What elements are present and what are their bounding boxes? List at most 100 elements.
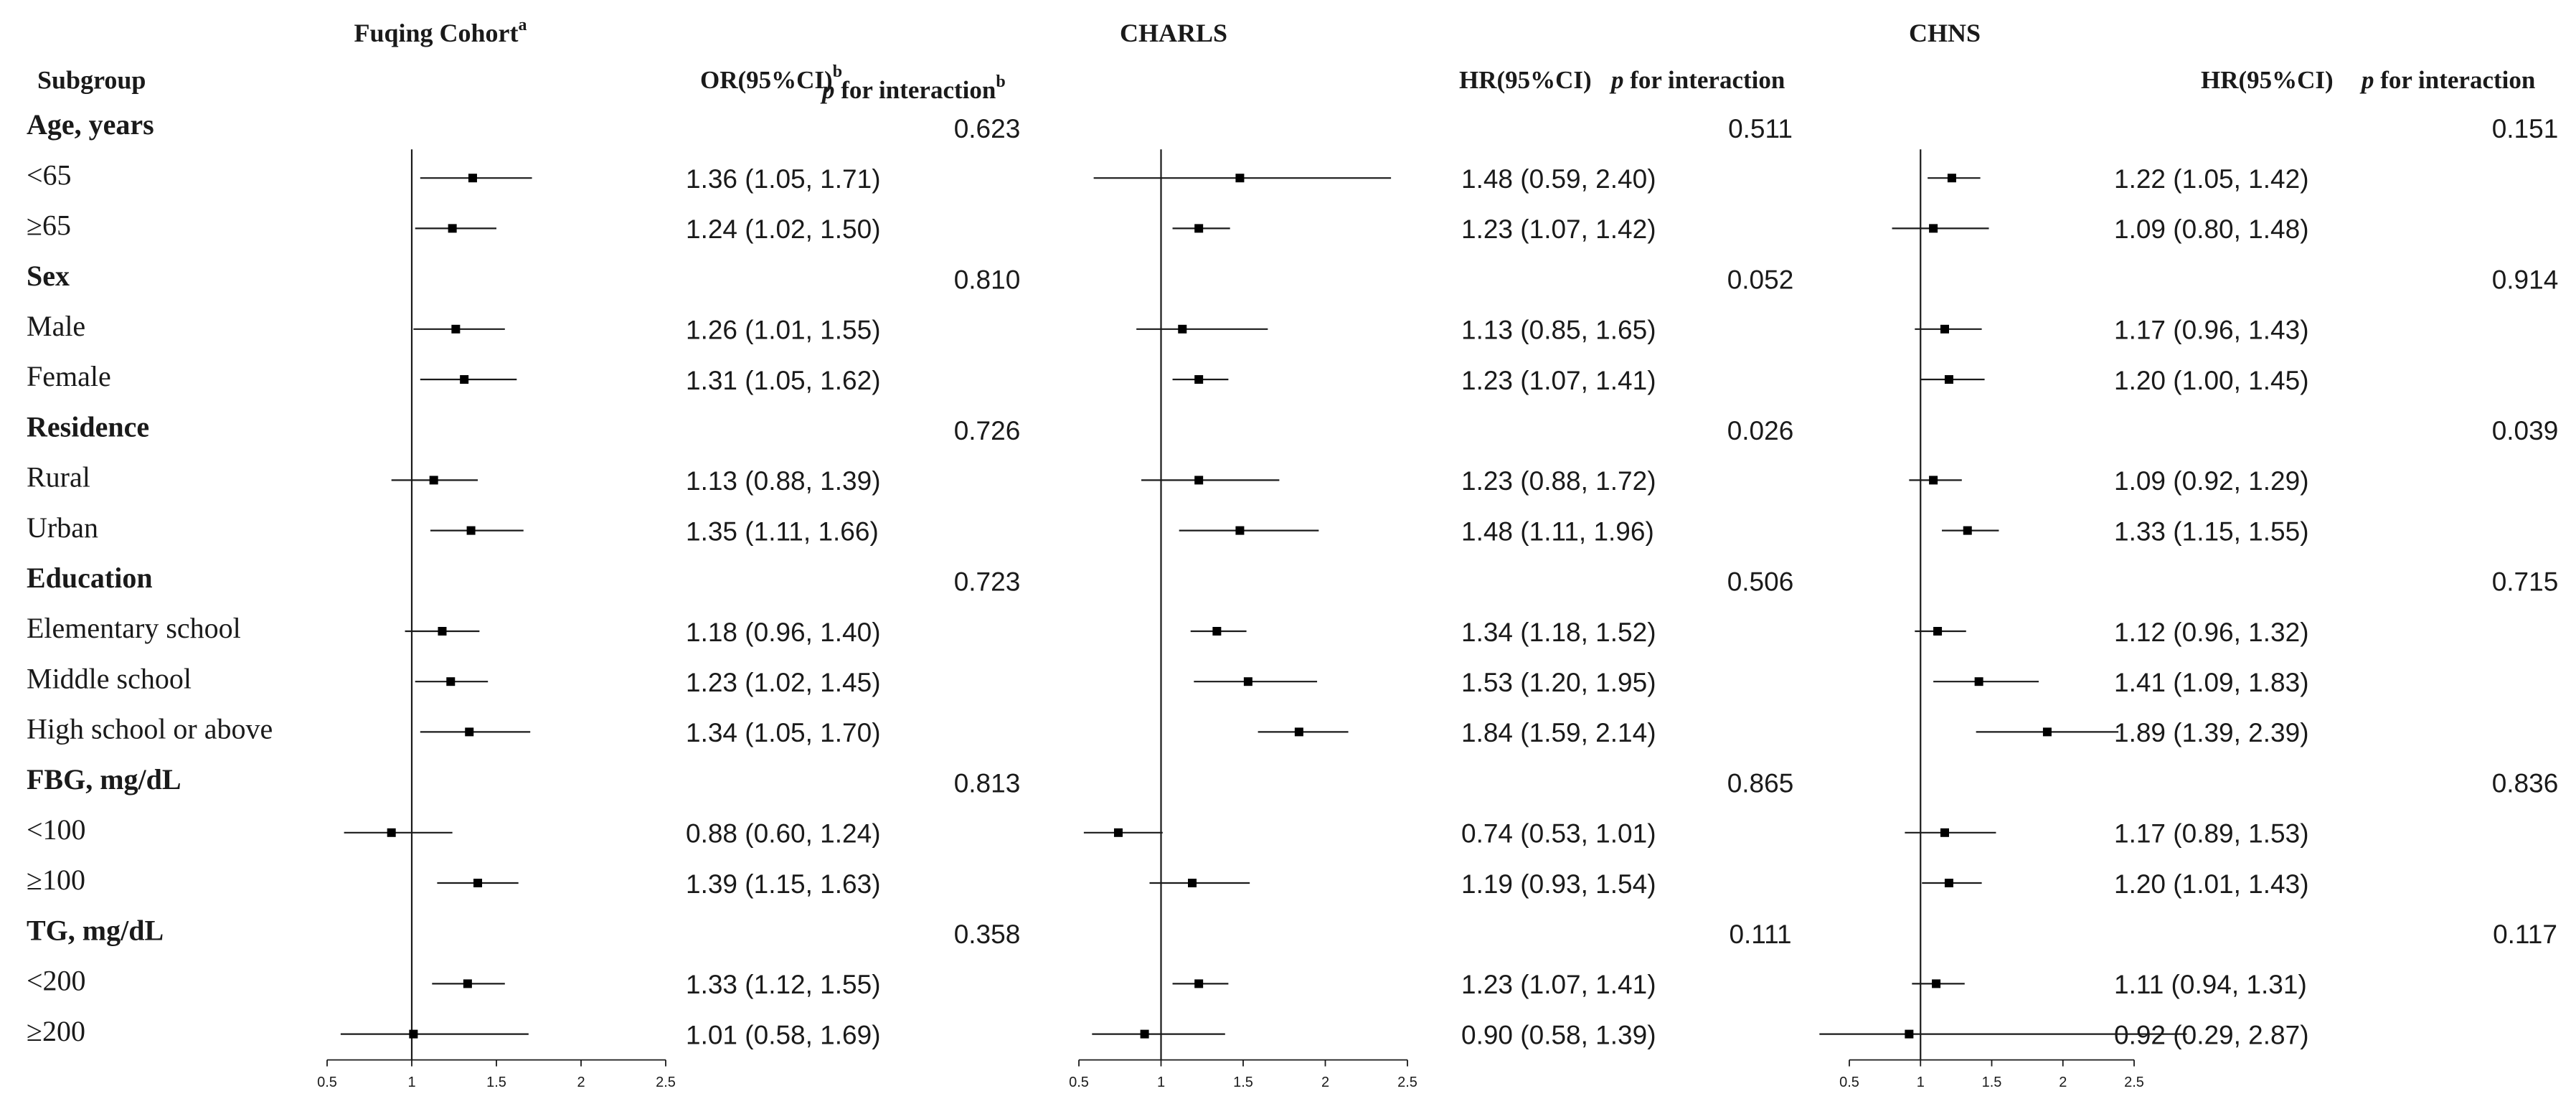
- p-interaction-value: 0.117: [2493, 920, 2557, 949]
- p-header-italic: p: [2359, 66, 2374, 94]
- p-interaction-value: 0.865: [1727, 768, 1794, 798]
- p-interaction-value: 0.151: [2492, 114, 2559, 143]
- point-estimate: [1940, 324, 1949, 334]
- x-tick-label: 0.5: [1839, 1075, 1859, 1090]
- point-estimate: [1113, 828, 1123, 837]
- p-interaction-value: 0.810: [954, 265, 1021, 294]
- p-header-sup: b: [996, 72, 1005, 91]
- point-estimate: [460, 375, 469, 384]
- panel-title-text: CHNS: [1909, 19, 1981, 47]
- estimate-text: 1.20 (1.01, 1.43): [2114, 869, 2309, 899]
- group-label: Age, years: [27, 108, 154, 141]
- p-interaction-header: p for interaction: [1609, 66, 1785, 94]
- subgroup-label: ≥65: [27, 209, 71, 242]
- p-interaction-value: 0.052: [1727, 265, 1794, 294]
- estimate-text: 1.09 (0.92, 1.29): [2114, 466, 2309, 496]
- x-tick-label: 1.5: [1982, 1075, 2002, 1090]
- estimate-text: 1.23 (1.07, 1.41): [1461, 970, 1656, 999]
- subgroup-label: Urban: [27, 511, 98, 544]
- estimate-text: 1.36 (1.05, 1.71): [686, 164, 881, 194]
- point-estimate: [1974, 677, 1983, 686]
- point-estimate: [1194, 979, 1204, 988]
- x-tick-label: 0.5: [1069, 1075, 1089, 1090]
- point-estimate: [446, 677, 456, 686]
- group-label: Education: [27, 562, 153, 594]
- point-estimate: [466, 526, 476, 535]
- estimate-text: 1.39 (1.15, 1.63): [686, 869, 881, 899]
- point-estimate: [1933, 627, 1943, 636]
- point-estimate: [1194, 375, 1204, 384]
- subgroup-label: Elementary school: [27, 612, 241, 644]
- point-estimate: [1944, 879, 1953, 887]
- x-tick-label: 1.5: [1233, 1075, 1253, 1090]
- p-interaction-header: p for interaction: [2359, 66, 2535, 94]
- point-estimate: [1905, 1029, 1914, 1039]
- subgroup-header: Subgroup: [37, 65, 146, 94]
- estimate-header: HR(95%CI): [2201, 66, 2334, 94]
- estimate-text: 1.09 (0.80, 1.48): [2114, 214, 2309, 244]
- estimate-text: 0.92 (0.29, 2.87): [2114, 1020, 2309, 1049]
- estimate-header-text: HR(95%CI): [2201, 66, 2334, 94]
- subgroup-label: <65: [27, 159, 72, 191]
- panel-title-text: Fuqing Cohort: [354, 19, 518, 47]
- point-estimate: [1194, 476, 1204, 485]
- estimate-text: 1.23 (1.02, 1.45): [686, 668, 881, 697]
- point-estimate: [1235, 174, 1245, 183]
- subgroup-label: <200: [27, 965, 86, 997]
- x-tick-label: 2: [1321, 1075, 1329, 1090]
- estimate-text: 1.12 (0.96, 1.32): [2114, 618, 2309, 647]
- p-interaction-value: 0.039: [2492, 416, 2559, 445]
- group-label: FBG, mg/dL: [27, 763, 181, 795]
- estimate-text: 1.48 (0.59, 2.40): [1461, 164, 1656, 194]
- group-label: TG, mg/dL: [27, 914, 164, 946]
- estimate-text: 1.48 (1.11, 1.96): [1461, 516, 1654, 546]
- subgroup-label: Male: [27, 310, 85, 342]
- x-tick-label: 1: [1157, 1075, 1165, 1090]
- subgroup-label: Middle school: [27, 662, 192, 694]
- estimate-text: 1.13 (0.88, 1.39): [686, 466, 881, 496]
- p-interaction-header: p for interactionb: [820, 72, 1006, 105]
- estimate-text: 1.84 (1.59, 2.14): [1461, 718, 1656, 747]
- point-estimate: [1929, 224, 1938, 233]
- estimate-text: 1.18 (0.96, 1.40): [686, 618, 881, 647]
- point-estimate: [1243, 677, 1252, 686]
- estimate-text: 1.31 (1.05, 1.62): [686, 366, 881, 395]
- point-estimate: [1194, 224, 1204, 233]
- estimate-text: 1.13 (0.85, 1.65): [1461, 316, 1656, 345]
- point-estimate: [1963, 526, 1972, 535]
- x-tick-label: 2.5: [1397, 1075, 1417, 1090]
- estimate-text: 1.53 (1.20, 1.95): [1461, 668, 1656, 697]
- subgroup-label: Female: [27, 360, 111, 392]
- subgroup-label: ≥100: [27, 864, 85, 896]
- x-tick-label: 1: [407, 1075, 415, 1090]
- estimate-text: 1.26 (1.01, 1.55): [686, 316, 881, 345]
- p-interaction-value: 0.358: [954, 920, 1021, 949]
- estimate-text: 1.19 (0.93, 1.54): [1461, 869, 1656, 899]
- point-estimate: [438, 627, 447, 636]
- estimate-text: 1.17 (0.96, 1.43): [2114, 316, 2309, 345]
- p-interaction-value: 0.715: [2492, 567, 2559, 597]
- point-estimate: [1929, 476, 1938, 485]
- p-header-rest: for interaction: [1624, 66, 1785, 94]
- estimate-text: 1.11 (0.94, 1.31): [2114, 970, 2307, 999]
- p-header-rest: for interaction: [2374, 66, 2536, 94]
- subgroup-label: <100: [27, 813, 86, 846]
- group-label: Residence: [27, 410, 149, 443]
- x-tick-label: 1.5: [486, 1075, 506, 1090]
- estimate-text: 1.33 (1.15, 1.55): [2114, 516, 2309, 546]
- panel-title: CHNS: [1909, 19, 1981, 47]
- point-estimate: [1188, 879, 1197, 887]
- estimate-text: 1.23 (1.07, 1.41): [1461, 366, 1656, 395]
- point-estimate: [463, 979, 472, 988]
- estimate-text: 1.24 (1.02, 1.50): [686, 214, 881, 244]
- estimate-header-sup: b: [833, 62, 842, 81]
- x-tick-label: 2.5: [2124, 1075, 2144, 1090]
- p-interaction-value: 0.026: [1727, 416, 1794, 445]
- point-estimate: [1178, 324, 1187, 334]
- x-tick-label: 2.5: [656, 1075, 676, 1090]
- point-estimate: [1940, 828, 1949, 837]
- p-interaction-value: 0.726: [954, 416, 1021, 445]
- x-tick-label: 1: [1917, 1075, 1925, 1090]
- estimate-text: 0.74 (0.53, 1.01): [1461, 819, 1656, 849]
